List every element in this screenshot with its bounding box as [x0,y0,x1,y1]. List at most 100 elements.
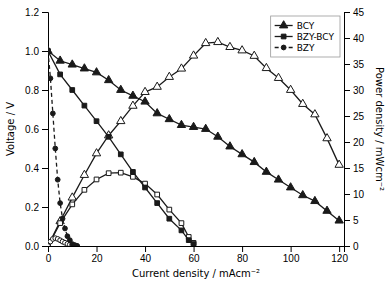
line [48,173,194,246]
point [50,111,55,116]
tick: 0.0 [25,241,48,252]
point [48,49,50,54]
tick-mark [291,246,292,252]
point [104,75,112,82]
point [226,42,234,49]
tick-mark [344,246,350,247]
point [250,51,258,58]
tick: 20 [344,137,365,148]
tick-label: 40 [353,33,365,44]
y2ticks-axis: 051015202530354045 [344,7,365,252]
tick-label: 10 [353,189,365,200]
point [323,134,331,141]
tick: 40 [140,246,152,264]
tick-mark [344,38,350,39]
axis-line [42,13,49,247]
point [323,206,331,213]
point [48,76,53,81]
point [63,226,68,231]
point [55,177,60,182]
xticks-axis: 0 20 40 60 80 100 120 [46,246,349,264]
tick-label: 0 [353,241,359,252]
point [299,99,307,106]
point [94,119,99,124]
tick-label: 0.8 [25,85,39,96]
series [48,49,196,246]
point [117,85,125,92]
tick-label: 80 [237,253,249,264]
series [48,236,80,246]
point [262,63,270,70]
point [179,221,184,226]
tick-label: 0.2 [25,202,39,213]
tick-label: 20 [353,137,365,148]
legend-label: BCY [297,21,315,31]
series [48,170,196,246]
point [70,88,75,93]
tick-label: 0.6 [25,124,39,135]
point [214,37,222,44]
tick-mark [42,51,48,52]
point [68,193,76,200]
tick: 35 [344,59,365,70]
tick: 0 [46,246,52,264]
tick-label: 0 [46,253,52,264]
tick-mark [97,246,98,252]
tick-label: 100 [283,253,300,264]
point [92,149,100,156]
series [48,37,343,246]
x-axis-title: Current density / mAcm⁻² [132,268,260,279]
tick-label: 120 [331,253,348,264]
tick: 120 [331,246,348,264]
point [143,185,148,190]
point [274,73,282,80]
point [179,228,184,233]
tick: 0.6 [25,124,48,135]
legend-marker [281,34,286,39]
point [129,91,137,98]
point [189,51,197,58]
point [214,132,222,139]
tick: 0.4 [25,163,48,174]
point [48,46,52,53]
point [262,167,270,174]
tick-label: 25 [353,111,365,122]
tick: 0.8 [25,85,48,96]
tick-label: 1.0 [25,46,39,57]
point [286,183,294,190]
tick: 1.0 [25,46,48,57]
line [48,51,339,221]
point [117,116,125,123]
point [274,175,282,182]
legend-label: BZY-BCY [297,32,335,42]
point [238,150,246,157]
point [238,46,246,53]
point [165,72,173,79]
plot: 0204060801001200.00.20.40.60.81.01.20510… [5,7,385,279]
point [202,124,210,131]
legend-entry: BZY [275,43,315,53]
tick: 0.2 [25,202,48,213]
tick-mark [42,12,48,13]
point [58,201,63,206]
yticks-axis: 0.00.20.40.60.81.01.2 [25,7,48,252]
point [68,60,76,67]
tick-mark [344,64,350,65]
tick-mark [344,116,350,117]
tick-mark [194,246,195,252]
tick-label: 0.4 [25,163,39,174]
point [92,68,100,75]
marks [48,37,343,246]
tick-mark [344,142,350,143]
point [165,114,173,121]
point [118,170,123,175]
point [155,201,160,206]
tick-mark [344,168,350,169]
tick: 20 [91,246,103,264]
tick: 0 [344,241,359,252]
tick: 40 [344,33,365,44]
legend: BCYBZY-BCYBZY [271,16,340,57]
point [82,187,87,192]
tick-label: 60 [189,253,201,264]
point [80,64,88,71]
